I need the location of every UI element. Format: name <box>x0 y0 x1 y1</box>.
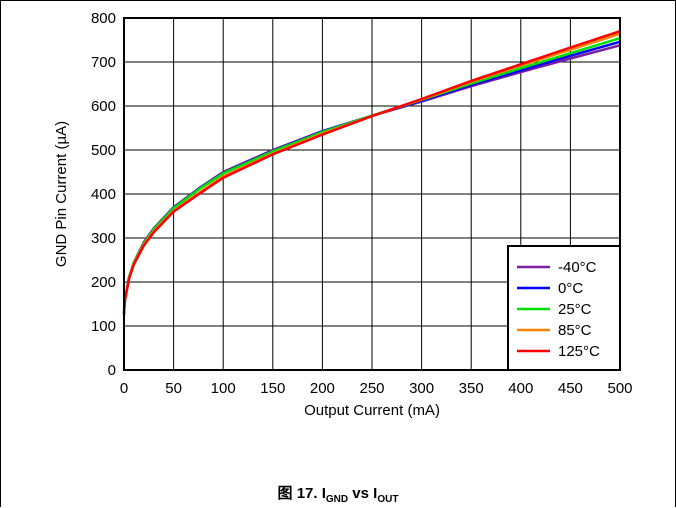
plot-border <box>123 17 621 371</box>
x-tick-label: 150 <box>260 380 285 397</box>
x-tick-label: 250 <box>359 380 384 397</box>
x-tick-label: 500 <box>607 380 632 397</box>
caption-mid: vs I <box>348 485 378 502</box>
legend-label: 0°C <box>558 280 583 297</box>
legend-label: 85°C <box>558 322 592 339</box>
x-tick-label: 50 <box>165 380 182 397</box>
x-tick-label: 0 <box>120 380 128 397</box>
x-tick-label: 200 <box>310 380 335 397</box>
legend-label: -40°C <box>558 259 597 276</box>
y-tick-label: 500 <box>91 142 116 159</box>
x-tick-label: 350 <box>459 380 484 397</box>
legend-label: 125°C <box>558 343 600 360</box>
caption-prefix: 图 17. I <box>277 485 326 502</box>
figure-caption: 图 17. IGND vs IOUT <box>0 482 676 505</box>
x-tick-label: 300 <box>409 380 434 397</box>
x-tick-label: 100 <box>211 380 236 397</box>
line-chart: 0 50 100 150 200 250 300 350 400 450 500 0 100 200 300… <box>53 10 633 419</box>
caption-sub-gnd: GND <box>325 494 349 505</box>
y-tick-label: 200 <box>91 274 116 291</box>
x-tick-label: 400 <box>508 380 533 397</box>
x-axis-label: Output Current (mA) <box>304 402 440 419</box>
y-tick-label: 300 <box>91 230 116 247</box>
y-tick-label: 600 <box>91 98 116 115</box>
y-axis-label: GND Pin Current (µA) <box>53 121 70 267</box>
y-tick-label: 0 <box>108 362 116 379</box>
x-tick-label: 450 <box>558 380 583 397</box>
y-tick-label: 700 <box>91 54 116 71</box>
caption-sub-out: OUT <box>377 494 399 505</box>
series-line <box>122 30 621 309</box>
y-tick-label: 100 <box>91 318 116 335</box>
y-tick-label: 800 <box>91 10 116 27</box>
y-tick-label: 400 <box>91 186 116 203</box>
legend-label: 25°C <box>558 301 592 318</box>
